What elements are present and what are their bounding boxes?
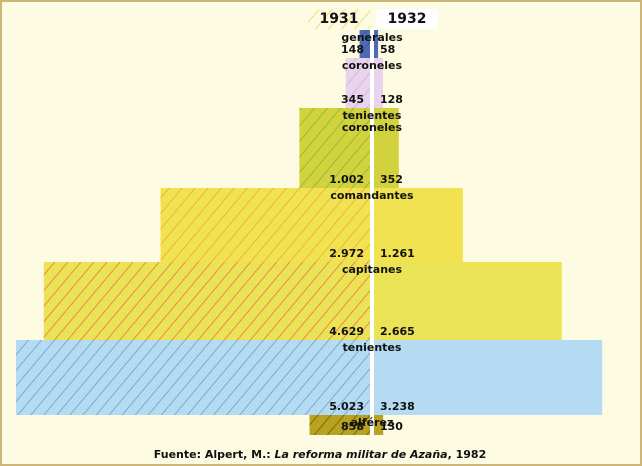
bar-1931 — [299, 108, 370, 188]
bar-1931 — [16, 340, 370, 415]
bar-1931 — [43, 262, 371, 340]
bar-1932 — [374, 58, 384, 108]
bar-1932 — [374, 340, 603, 415]
category-label: alférez — [350, 416, 394, 429]
legend-swatch — [308, 9, 370, 29]
value-label: 58 — [380, 43, 395, 56]
value-label: 148 — [341, 43, 364, 56]
value-label: 1.002 — [329, 173, 364, 186]
value-label: 858 — [341, 420, 364, 433]
category-label: coroneles — [341, 59, 403, 72]
legend-label: 1932 — [388, 11, 427, 27]
bar-1932 — [374, 415, 384, 435]
value-label: 2.972 — [329, 247, 364, 260]
category-label: comandantes — [330, 189, 414, 202]
category-label: tenientes coroneles — [341, 109, 403, 134]
bar-1931 — [345, 58, 370, 108]
value-label: 2.665 — [380, 325, 415, 338]
category-label: generales — [341, 31, 403, 44]
value-label: 1.261 — [380, 247, 415, 260]
bar-1932 — [374, 262, 562, 340]
category-label: capitanes — [341, 263, 403, 276]
bar-1931 — [309, 415, 370, 435]
bar-1931 — [160, 188, 370, 262]
source-prefix: Fuente: Alpert, M.: — [154, 448, 275, 461]
bar-1932 — [374, 30, 379, 58]
value-label: 4.629 — [329, 325, 364, 338]
value-label: 5.023 — [329, 400, 364, 413]
value-label: 130 — [380, 420, 403, 433]
source: Fuente: Alpert, M.: La reforma militar d… — [154, 448, 486, 461]
value-label: 345 — [341, 93, 364, 106]
value-label: 128 — [380, 93, 403, 106]
source-suffix: , 1982 — [448, 448, 487, 461]
legend-swatch — [376, 9, 438, 29]
source-title: La reforma militar de Azaña — [274, 448, 447, 461]
bar-1931 — [359, 30, 370, 58]
category-label: tenientes — [342, 341, 402, 354]
bar-1932 — [374, 108, 399, 188]
value-label: 352 — [380, 173, 403, 186]
value-label: 3.238 — [380, 400, 415, 413]
bar-1932 — [374, 188, 463, 262]
legend-label: 1931 — [320, 11, 359, 27]
